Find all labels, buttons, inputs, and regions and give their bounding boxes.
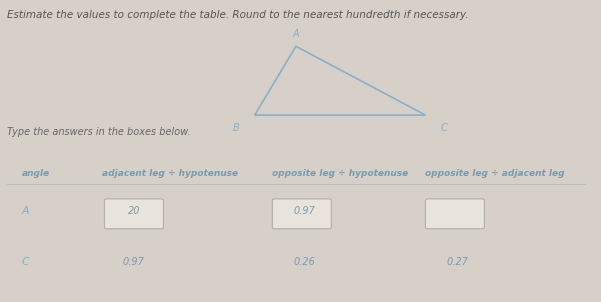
Text: A: A <box>293 29 299 39</box>
Text: B: B <box>233 123 240 133</box>
Text: C: C <box>440 123 447 133</box>
FancyBboxPatch shape <box>105 199 163 229</box>
Text: opposite leg ÷ adjacent leg: opposite leg ÷ adjacent leg <box>426 169 565 178</box>
Text: Type the answers in the boxes below.: Type the answers in the boxes below. <box>7 127 191 137</box>
Text: 0.97: 0.97 <box>294 206 316 216</box>
FancyBboxPatch shape <box>272 199 331 229</box>
Text: 20: 20 <box>127 206 140 216</box>
Text: Estimate the values to complete the table. Round to the nearest hundredth if nec: Estimate the values to complete the tabl… <box>7 10 469 20</box>
Text: opposite leg ÷ hypotenuse: opposite leg ÷ hypotenuse <box>272 169 409 178</box>
Text: 0.27: 0.27 <box>447 257 469 267</box>
Text: 0.26: 0.26 <box>294 257 316 267</box>
Text: 0.97: 0.97 <box>123 257 145 267</box>
Text: adjacent leg ÷ hypotenuse: adjacent leg ÷ hypotenuse <box>102 169 237 178</box>
FancyBboxPatch shape <box>426 199 484 229</box>
Text: A: A <box>22 206 29 216</box>
Text: C: C <box>22 257 30 267</box>
Text: angle: angle <box>22 169 50 178</box>
